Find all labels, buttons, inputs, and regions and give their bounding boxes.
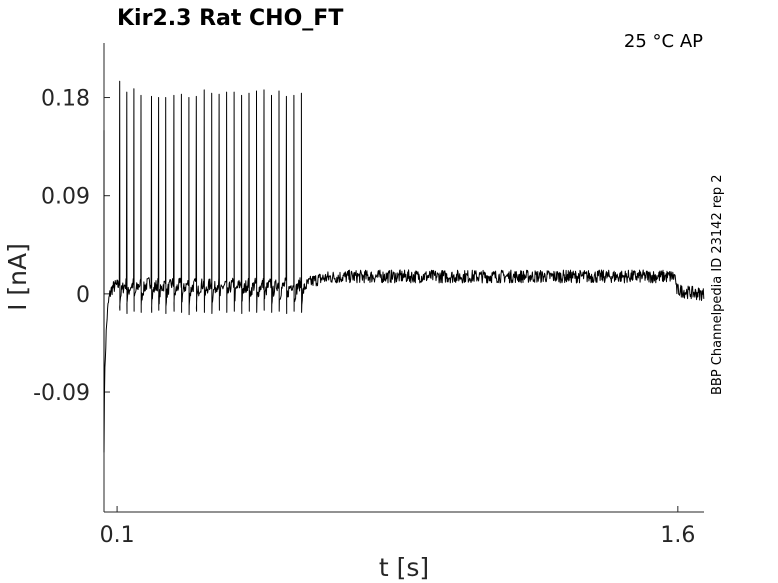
x-tick-label: 0.1 bbox=[100, 523, 135, 548]
y-tick-label: 0 bbox=[76, 283, 90, 308]
y-tick-label: -0.09 bbox=[33, 381, 90, 406]
current-trace bbox=[103, 80, 705, 453]
plot-area bbox=[103, 80, 705, 453]
chart-title: Kir2.3 Rat CHO_FT bbox=[117, 6, 343, 31]
y-axis-label: I [nA] bbox=[3, 243, 32, 311]
ticks: -0.09 0 0.09 0.18 0.1 1.6 bbox=[33, 87, 695, 548]
y-tick-label: 0.18 bbox=[41, 87, 90, 112]
y-tick-label: 0.09 bbox=[41, 185, 90, 210]
x-tick-label: 1.6 bbox=[660, 523, 695, 548]
x-axis-label: t [s] bbox=[379, 553, 429, 582]
condition-label: 25 °C AP bbox=[624, 31, 703, 52]
recording-id-label: BBP Channelpedia ID 23142 rep 2 bbox=[710, 174, 725, 395]
